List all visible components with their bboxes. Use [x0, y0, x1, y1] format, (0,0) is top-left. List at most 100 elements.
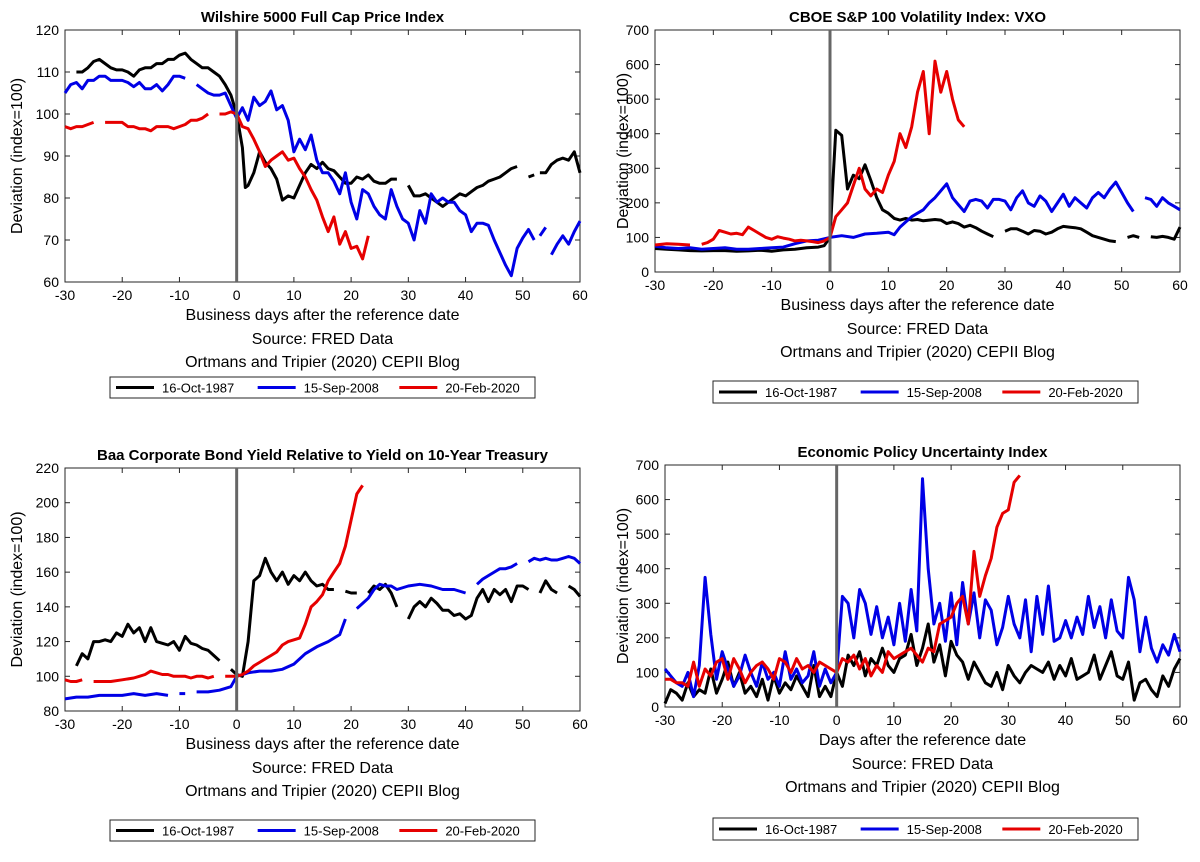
- x-axis-label: Days after the reference date: [819, 732, 1026, 749]
- x-tick-label: 50: [1114, 277, 1130, 293]
- legend-label: 15-Sep-2008: [907, 385, 982, 400]
- x-tick-label: 10: [881, 277, 897, 293]
- x-tick-label: 60: [572, 716, 588, 732]
- series-line-20-feb-2020: [219, 110, 370, 261]
- series-line-16-oct-1987: [1150, 226, 1182, 241]
- x-axis-label: Business days after the reference date: [781, 297, 1055, 314]
- x-tick-label: 40: [458, 716, 474, 732]
- x-tick-label: -30: [55, 716, 75, 732]
- x-tick-label: 10: [286, 287, 302, 303]
- y-tick-label: 70: [43, 232, 59, 248]
- y-tick-label: 500: [626, 91, 650, 107]
- series-line-16-oct-1987: [527, 173, 535, 179]
- x-tick-label: -20: [703, 277, 723, 293]
- x-tick-label: 30: [997, 277, 1013, 293]
- x-tick-label: 60: [1172, 277, 1188, 293]
- x-tick-label: -10: [169, 287, 189, 303]
- y-axis-label: Deviation (index=100): [615, 73, 632, 229]
- x-tick-label: -20: [712, 712, 732, 728]
- y-tick-label: 700: [636, 457, 660, 473]
- legend: 16-Oct-1987 15-Sep-2008 20-Feb-2020: [712, 380, 1139, 404]
- series-line-20-feb-2020: [64, 678, 83, 683]
- legend-label: 15-Sep-2008: [304, 824, 379, 839]
- y-tick-label: 60: [43, 274, 59, 290]
- series-line-15-sep-2008: [527, 555, 582, 565]
- y-tick-label: 400: [636, 561, 660, 577]
- series-line-20-feb-2020: [665, 474, 1021, 688]
- y-tick-label: 100: [36, 668, 60, 684]
- series-line-16-oct-1987: [567, 584, 582, 598]
- chart-title: Baa Corporate Bond Yield Relative to Yie…: [97, 447, 549, 464]
- y-tick-label: 160: [36, 564, 60, 580]
- series-line-15-sep-2008: [63, 74, 186, 94]
- x-tick-label: 30: [1001, 712, 1017, 728]
- chart-title: CBOE S&P 100 Volatility Index: VXO: [789, 9, 1046, 26]
- chart-panel-1: -30 -20 -10 0 10 20 30 40 50 60 60 70 80 90 100 110 120 W…: [9, 9, 588, 399]
- x-tick-label: 20: [343, 287, 359, 303]
- series-line-15-sep-2008: [654, 180, 1135, 251]
- legend-label: 20-Feb-2020: [1048, 822, 1122, 837]
- legend-label: 15-Sep-2008: [304, 381, 379, 396]
- series-line-15-sep-2008: [64, 692, 169, 701]
- y-tick-label: 200: [36, 495, 60, 511]
- y-axis-label: Deviation (index=100): [9, 511, 26, 667]
- attribution-note: Ortmans and Tripier (2020) CEPII Blog: [780, 344, 1055, 361]
- x-tick-label: 10: [286, 716, 302, 732]
- x-tick-label: 50: [515, 716, 531, 732]
- legend-label: 20-Feb-2020: [1048, 385, 1122, 400]
- series-line-20-feb-2020: [105, 112, 209, 133]
- x-tick-label: 60: [1172, 712, 1188, 728]
- x-tick-label: 40: [458, 287, 474, 303]
- legend-box: [712, 817, 1139, 841]
- x-tick-label: 60: [572, 287, 588, 303]
- series-line-16-oct-1987: [406, 584, 530, 621]
- series-line-15-sep-2008: [538, 226, 547, 237]
- x-tick-label: 30: [401, 287, 417, 303]
- x-tick-label: 50: [1115, 712, 1131, 728]
- x-tick-label: 20: [939, 277, 955, 293]
- y-axis-label: Deviation (index=100): [9, 78, 26, 234]
- y-tick-label: 120: [36, 22, 60, 38]
- source-note: Source: FRED Data: [252, 760, 393, 777]
- x-axis-label: Business days after the reference date: [186, 307, 460, 324]
- legend-label: 16-Oct-1987: [162, 381, 234, 396]
- x-tick-label: 0: [233, 716, 241, 732]
- chart-title: Wilshire 5000 Full Cap Price Index: [201, 9, 445, 26]
- x-tick-label: 50: [515, 287, 531, 303]
- x-tick-label: 40: [1058, 712, 1074, 728]
- series-line-16-oct-1987: [367, 582, 399, 608]
- legend-label: 16-Oct-1987: [162, 824, 234, 839]
- y-tick-label: 90: [43, 148, 59, 164]
- x-tick-label: 0: [233, 287, 241, 303]
- legend-label: 15-Sep-2008: [907, 822, 982, 837]
- series-line-16-oct-1987: [406, 165, 518, 208]
- chart-panel-4: -30 -20 -10 0 10 20 30 40 50 60010020030040050060…: [615, 444, 1188, 841]
- y-tick-label: 600: [626, 57, 650, 73]
- y-tick-label: 200: [636, 630, 660, 646]
- x-tick-label: -10: [762, 277, 782, 293]
- y-tick-label: 0: [641, 264, 649, 280]
- chart-panel-3: -30 -20 -10 0 10 20 30 40 50 60 80 100 120 140 160 180 2…: [9, 447, 588, 842]
- y-tick-label: 140: [36, 599, 60, 615]
- source-note: Source: FRED Data: [252, 331, 393, 348]
- y-tick-label: 120: [36, 634, 60, 650]
- attribution-note: Ortmans and Tripier (2020) CEPII Blog: [185, 783, 460, 800]
- y-tick-label: 200: [626, 195, 650, 211]
- x-tick-label: -30: [655, 712, 675, 728]
- legend: 16-Oct-1987 15-Sep-2008 20-Feb-2020: [712, 817, 1139, 841]
- x-tick-label: 0: [826, 277, 834, 293]
- x-tick-label: 20: [343, 716, 359, 732]
- x-tick-label: -30: [55, 287, 75, 303]
- y-tick-label: 400: [626, 126, 650, 142]
- x-tick-label: -20: [112, 716, 132, 732]
- y-tick-label: 700: [626, 22, 650, 38]
- series-line-15-sep-2008: [475, 562, 518, 586]
- series-line-15-sep-2008: [196, 618, 347, 694]
- y-tick-label: 110: [37, 64, 60, 80]
- series-line-16-oct-1987: [229, 556, 334, 678]
- series-line-20-feb-2020: [225, 484, 364, 678]
- y-tick-label: 100: [636, 664, 660, 680]
- attribution-note: Ortmans and Tripier (2020) CEPII Blog: [185, 354, 460, 371]
- series-line-20-feb-2020: [701, 59, 966, 246]
